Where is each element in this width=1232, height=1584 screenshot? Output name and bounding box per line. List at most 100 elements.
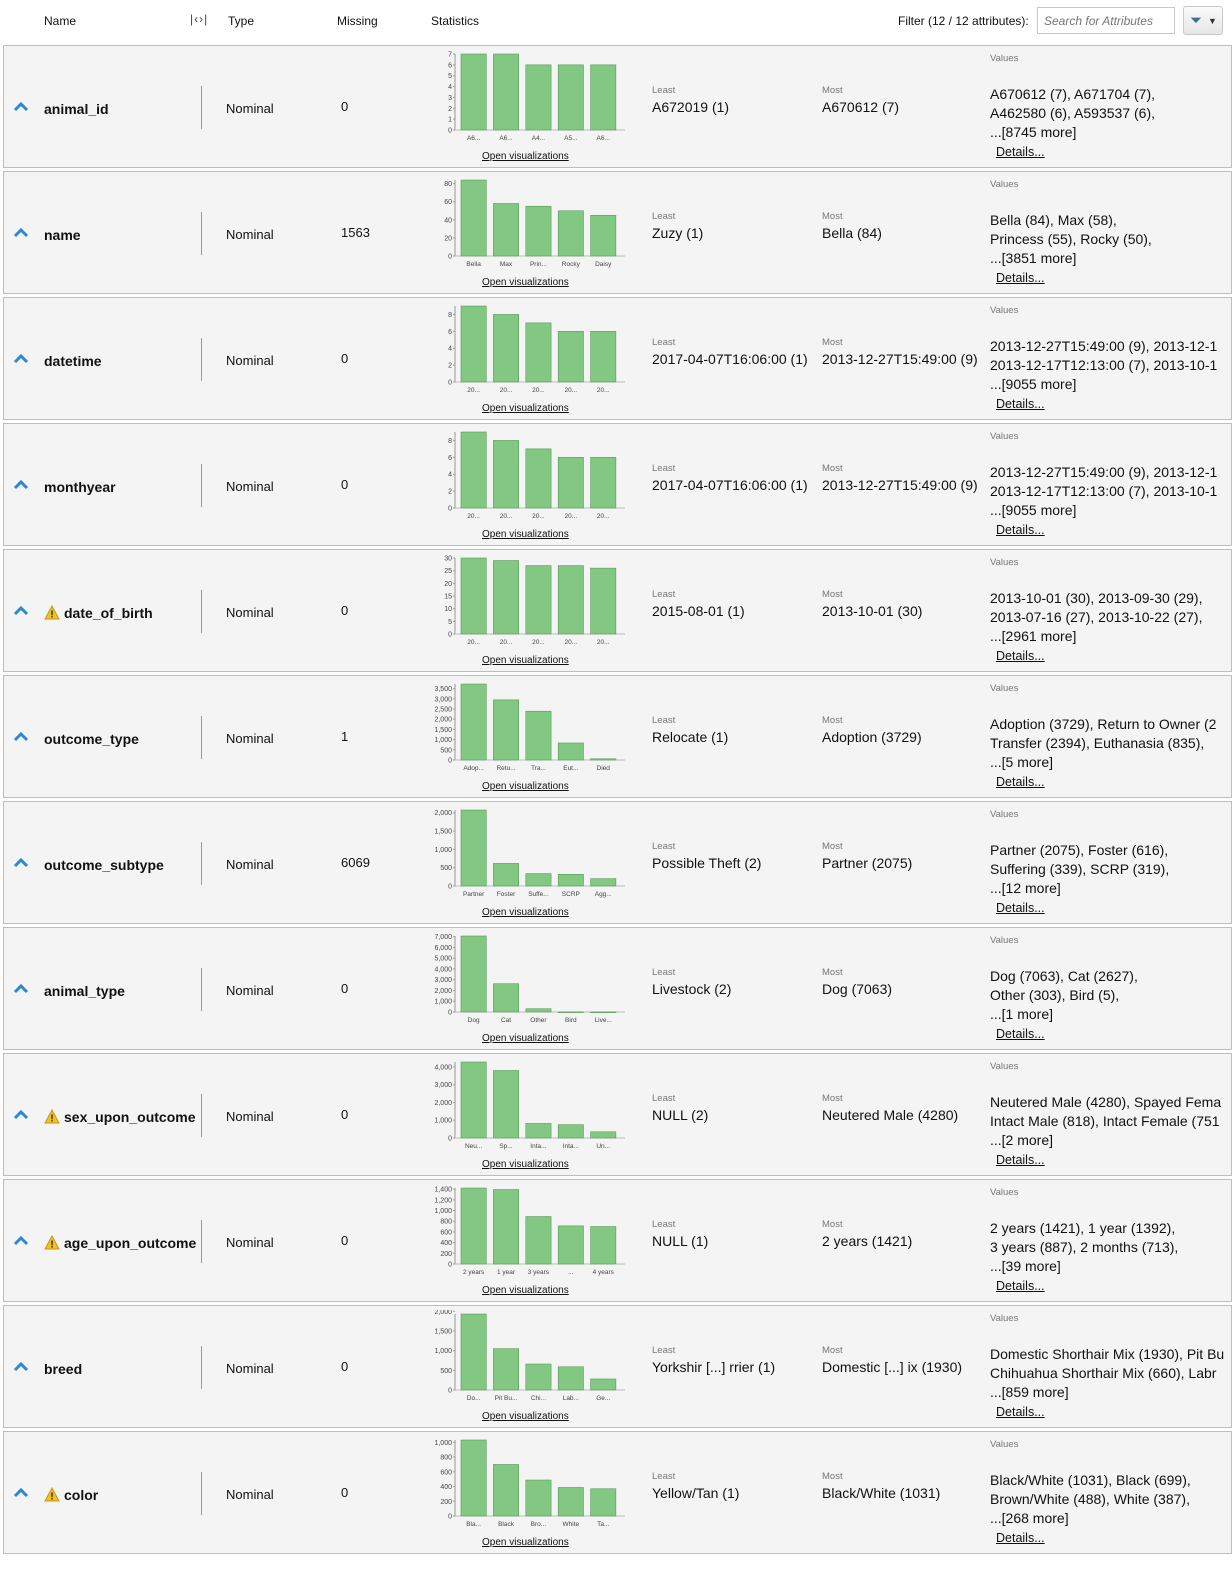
attribute-row[interactable]: ! date_of_birth Nominal 0 30 25 20 15 10 5 0 20... 2…: [3, 549, 1232, 672]
details-link[interactable]: Details...: [996, 1279, 1045, 1293]
histogram-chart[interactable]: 8 6 4 2 0 20... 20... 20... 20... 20...: [429, 302, 629, 397]
open-visualizations-link[interactable]: Open visualizations: [482, 1033, 569, 1044]
histogram-bar: [590, 457, 617, 509]
details-link[interactable]: Details...: [996, 523, 1045, 537]
missing-count: 0: [341, 1233, 349, 1248]
values-line: ...[9055 more]: [990, 502, 1077, 518]
attribute-name-label: animal_type: [44, 983, 125, 999]
attribute-name[interactable]: ! sex_upon_outcome: [44, 1109, 195, 1125]
y-tick-label: 2,000: [434, 810, 452, 817]
column-header-name[interactable]: Name: [44, 14, 77, 28]
details-link[interactable]: Details...: [996, 649, 1045, 663]
histogram-chart[interactable]: 80 60 40 20 0 Bella Max Prin... Rocky Daisy: [429, 176, 629, 271]
values-list: 2013-12-27T15:49:00 (9), 2013-12-1 2013-1…: [990, 463, 1231, 520]
chevron-up-icon[interactable]: [13, 479, 29, 490]
chevron-up-icon[interactable]: [13, 1487, 29, 1498]
open-visualizations-link[interactable]: Open visualizations: [482, 529, 569, 540]
details-link[interactable]: Details...: [996, 775, 1045, 789]
x-tick-label: Prin...: [530, 261, 547, 268]
attribute-name[interactable]: monthyear: [44, 479, 116, 495]
histogram-chart[interactable]: 1,000 800 600 400 200 0 Bla... Black Bro... White…: [429, 1436, 629, 1531]
values-line: Other (303), Bird (5),: [990, 987, 1120, 1003]
histogram-chart[interactable]: 8 6 4 2 0 20... 20... 20... 20... 20...: [429, 428, 629, 523]
attribute-name[interactable]: animal_type: [44, 983, 125, 999]
open-visualizations-link[interactable]: Open visualizations: [482, 1285, 569, 1296]
chevron-up-icon[interactable]: [13, 1361, 29, 1372]
open-visualizations-link[interactable]: Open visualizations: [482, 781, 569, 792]
chevron-up-icon[interactable]: [13, 605, 29, 616]
details-link[interactable]: Details...: [996, 397, 1045, 411]
open-visualizations-link[interactable]: Open visualizations: [482, 1537, 569, 1548]
y-tick-label: 2,000: [434, 1310, 452, 1316]
chevron-up-icon[interactable]: [13, 1235, 29, 1246]
attribute-name[interactable]: name: [44, 227, 81, 243]
open-visualizations-link[interactable]: Open visualizations: [482, 1411, 569, 1422]
histogram-chart[interactable]: 1,400 1,200 1,000 800 600 400 200 0 2 years 1 yea…: [429, 1184, 629, 1279]
attribute-row[interactable]: name Nominal 1563 80 60 40 20 0 Bella Max Prin... R…: [3, 171, 1232, 294]
attribute-name[interactable]: outcome_type: [44, 731, 139, 747]
open-visualizations-link[interactable]: Open visualizations: [482, 403, 569, 414]
x-tick-label: 20...: [467, 639, 480, 646]
chevron-up-icon[interactable]: [13, 857, 29, 868]
attribute-row[interactable]: ! age_upon_outcome Nominal 0 1,400 1,200 1,000…: [3, 1179, 1232, 1302]
search-attributes-input[interactable]: [1037, 7, 1175, 34]
attribute-row[interactable]: animal_type Nominal 0 7,000 6,000 5,000 4,000 3…: [3, 927, 1232, 1050]
open-visualizations-link[interactable]: Open visualizations: [482, 1159, 569, 1170]
y-tick-label: 600: [440, 1469, 452, 1476]
attribute-name[interactable]: ! age_upon_outcome: [44, 1235, 196, 1251]
attribute-name[interactable]: ! date_of_birth: [44, 605, 153, 621]
attribute-name[interactable]: outcome_subtype: [44, 857, 164, 873]
chevron-up-icon[interactable]: [13, 353, 29, 364]
open-visualizations-link[interactable]: Open visualizations: [482, 277, 569, 288]
histogram-chart[interactable]: 2,000 1,500 1,000 500 0 Do... Pit Bu... Chi... L…: [429, 1310, 629, 1405]
details-link[interactable]: Details...: [996, 1027, 1045, 1041]
histogram-chart[interactable]: 3,500 3,000 2,500 2,000 1,500 1,000 500 0 Adop..…: [429, 680, 629, 775]
details-link[interactable]: Details...: [996, 1153, 1045, 1167]
attribute-row[interactable]: outcome_type Nominal 1 3,500 3,000 2,500 2,000…: [3, 675, 1232, 798]
attribute-row[interactable]: ! sex_upon_outcome Nominal 0 4,000 3,000 2,000…: [3, 1053, 1232, 1176]
histogram-chart[interactable]: 30 25 20 15 10 5 0 20... 20... 20... 20... 20...: [429, 554, 629, 649]
x-tick-label: Un...: [596, 1143, 610, 1150]
attribute-name[interactable]: breed: [44, 1361, 82, 1377]
chevron-up-icon[interactable]: [13, 227, 29, 238]
most-value: 2013-10-01 (30): [822, 603, 923, 619]
histogram-chart[interactable]: 4,000 3,000 2,000 1,000 0 Neu... Sp... Inta... I…: [429, 1058, 629, 1153]
open-visualizations-link[interactable]: Open visualizations: [482, 907, 569, 918]
attribute-row[interactable]: ! color Nominal 0 1,000 800 600 400 200 0 Bla... Bl…: [3, 1431, 1232, 1554]
details-link[interactable]: Details...: [996, 901, 1045, 915]
column-header-statistics[interactable]: Statistics: [431, 14, 480, 28]
histogram-chart[interactable]: 7,000 6,000 5,000 4,000 3,000 2,000 1,000 0 Dog C…: [429, 932, 629, 1027]
chevron-up-icon[interactable]: [13, 1109, 29, 1120]
chevron-up-icon[interactable]: [13, 983, 29, 994]
details-link[interactable]: Details...: [996, 271, 1045, 285]
column-resize-handle[interactable]: |‹›|: [190, 12, 209, 26]
most-label: Most: [822, 1345, 843, 1356]
attribute-row[interactable]: outcome_subtype Nominal 6069 2,000 1,500 1,00…: [3, 801, 1232, 924]
chevron-up-icon[interactable]: [13, 731, 29, 742]
attribute-name[interactable]: animal_id: [44, 101, 109, 117]
filter-dropdown-button[interactable]: ⏷ ▼: [1183, 6, 1223, 35]
x-tick-label: Ta...: [597, 1521, 609, 1528]
attribute-row[interactable]: datetime Nominal 0 8 6 4 2 0 20... 20... 20... 20..…: [3, 297, 1232, 420]
details-link[interactable]: Details...: [996, 145, 1045, 159]
attribute-row[interactable]: breed Nominal 0 2,000 1,500 1,000 500 0 Do... Pit…: [3, 1305, 1232, 1428]
open-visualizations-link[interactable]: Open visualizations: [482, 151, 569, 162]
svg-text:!: !: [50, 1492, 53, 1503]
open-visualizations-link[interactable]: Open visualizations: [482, 655, 569, 666]
attribute-name[interactable]: ! color: [44, 1487, 98, 1503]
histogram-chart[interactable]: 2,000 1,500 1,000 500 0 Partner Foster Suffe...…: [429, 806, 629, 901]
attribute-row[interactable]: animal_id Nominal 0 7 6 5 4 3 2 1 0 A6... A6... A4...…: [3, 45, 1232, 168]
y-tick-label: 0: [448, 1388, 452, 1395]
x-tick-label: 1 year: [497, 1269, 516, 1276]
details-link[interactable]: Details...: [996, 1531, 1045, 1545]
histogram-chart[interactable]: 7 6 5 4 3 2 1 0 A6... A6... A4... A5... A6...: [429, 50, 629, 145]
column-header-type[interactable]: Type: [228, 14, 255, 28]
y-tick-label: 80: [444, 181, 452, 188]
y-tick-label: 1,000: [434, 1348, 452, 1355]
chevron-up-icon[interactable]: [13, 101, 29, 112]
attribute-row[interactable]: monthyear Nominal 0 8 6 4 2 0 20... 20... 20... 20.…: [3, 423, 1232, 546]
column-header-missing[interactable]: Missing: [337, 14, 378, 28]
values-line: 2013-12-17T12:13:00 (7), 2013-10-1: [990, 357, 1218, 373]
details-link[interactable]: Details...: [996, 1405, 1045, 1419]
attribute-name[interactable]: datetime: [44, 353, 102, 369]
